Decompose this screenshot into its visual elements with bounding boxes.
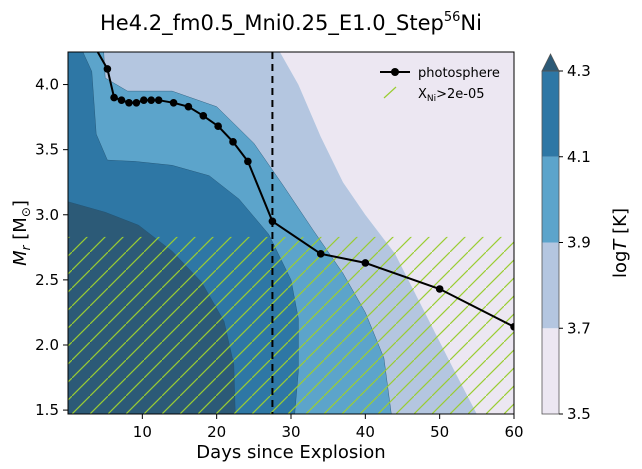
photosphere-point [132, 98, 141, 107]
x-tick-label: 50 [430, 423, 449, 441]
plot-area [68, 42, 514, 414]
photosphere-point [244, 157, 252, 166]
photosphere-point [117, 96, 126, 104]
y-tick-label: 3.0 [35, 206, 59, 224]
photosphere-point [361, 259, 370, 267]
legend-marker-swatch [391, 68, 399, 76]
colorbar-tick-label: 3.9 [567, 234, 591, 252]
colorbar-tick-label: 3.7 [567, 319, 591, 337]
y-tick-label: 4.0 [35, 76, 59, 94]
photosphere-point [147, 96, 156, 104]
colorbar-segment [542, 328, 559, 414]
photosphere-point [435, 285, 444, 293]
photosphere-point [169, 98, 178, 107]
colorbar-tick-label: 3.5 [567, 405, 591, 423]
photosphere-point [199, 112, 208, 120]
photosphere-point [154, 96, 163, 104]
photosphere-series [90, 42, 514, 331]
x-axis-ticks: 10 20 30 40 50 60 [133, 414, 524, 441]
colorbar-label: logT [K] [610, 208, 631, 278]
y-tick-label: 2.0 [35, 336, 59, 354]
colorbar-tick-label: 4.1 [567, 148, 591, 166]
x-tick-label: 40 [356, 423, 375, 441]
y-tick-label: 1.5 [35, 401, 59, 419]
photosphere-point [229, 138, 237, 146]
photosphere-point [184, 102, 193, 111]
colorbar-tick-label: 4.3 [567, 62, 591, 80]
colorbar: 3.5 3.7 3.9 4.1 4.3 logT [K] [541, 53, 631, 423]
x-tick-label: 60 [504, 423, 523, 441]
photosphere-point [510, 322, 514, 331]
colorbar-segment [542, 156, 559, 243]
x-tick-label: 20 [207, 423, 226, 441]
photosphere-point [90, 42, 98, 50]
photosphere-point [103, 65, 112, 73]
legend: photosphere XNi>2e-05 [380, 66, 500, 104]
y-tick-label: 2.5 [35, 271, 59, 289]
ni-hatch-region [68, 236, 514, 414]
x-tick-label: 30 [281, 423, 300, 441]
x-tick-label: 10 [133, 423, 152, 441]
photosphere-point [110, 93, 118, 102]
legend-hatch-swatch [383, 86, 397, 99]
y-tick-label: 3.5 [35, 141, 59, 159]
photosphere-point [268, 217, 277, 226]
y-axis-ticks: 1.5 2.0 2.5 3.0 3.5 4.0 [35, 76, 68, 419]
legend-label-hatch: XNi>2e-05 [418, 87, 485, 104]
y-axis-label: Mr [M⊙] [10, 200, 33, 266]
chart-title: He4.2_fm0.5_Mni0.25_E1.0_Step56Ni [100, 10, 482, 36]
photosphere-point [125, 98, 133, 107]
photosphere-point [140, 96, 148, 104]
legend-label-photosphere: photosphere [418, 66, 500, 81]
colorbar-segment [542, 242, 559, 329]
photosphere-point [214, 122, 222, 131]
photosphere-point [316, 250, 325, 258]
colorbar-extend-max [541, 53, 560, 72]
x-axis-label: Days since Explosion [196, 442, 385, 463]
colorbar-segment [542, 71, 559, 157]
